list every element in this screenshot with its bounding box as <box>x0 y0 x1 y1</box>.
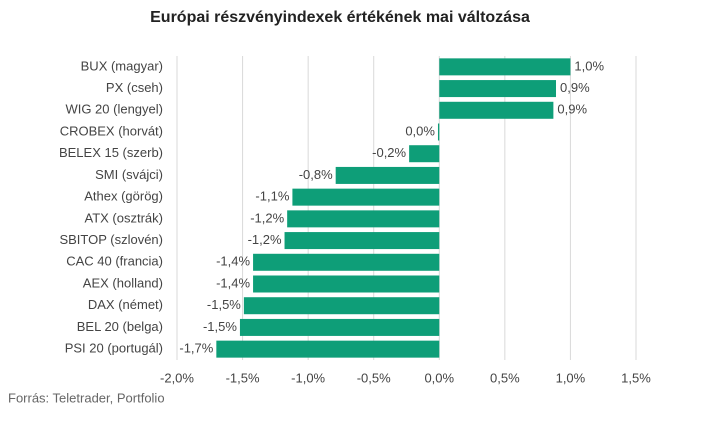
y-tick-label: CROBEX (horvát) <box>60 123 163 138</box>
bar <box>439 101 554 119</box>
y-tick-label: BUX (magyar) <box>81 58 163 73</box>
x-tick-label: 0,5% <box>490 370 520 385</box>
x-tick-label: 0,0% <box>424 370 454 385</box>
bar <box>439 58 571 76</box>
value-label: -0,2% <box>372 145 406 160</box>
bar <box>284 232 440 250</box>
value-label: -1,1% <box>255 189 289 204</box>
source: Forrás: Teletrader, Portfolio <box>8 390 165 405</box>
chart-title: Európai részvényindexek értékének mai vá… <box>150 9 530 26</box>
bar <box>239 318 440 336</box>
x-tick-label: 1,5% <box>621 370 651 385</box>
bar <box>335 166 440 184</box>
value-label: -1,5% <box>203 319 237 334</box>
bar <box>292 188 440 206</box>
y-tick-label: ATX (osztrák) <box>85 210 164 225</box>
y-tick-label: BEL 20 (belga) <box>77 319 163 334</box>
bar <box>287 210 440 228</box>
bar <box>253 253 440 271</box>
y-tick-label: PX (cseh) <box>106 80 163 95</box>
bar <box>409 145 440 163</box>
value-label: -1,2% <box>250 210 284 225</box>
y-tick-label: BELEX 15 (szerb) <box>59 145 163 160</box>
bar <box>216 340 440 358</box>
x-tick-label: -1,5% <box>226 370 260 385</box>
y-tick-label: CAC 40 (francia) <box>66 254 163 269</box>
value-label: -1,4% <box>216 275 250 290</box>
y-tick-label: SMI (svájci) <box>95 167 163 182</box>
y-tick-label: PSI 20 (portugál) <box>65 341 163 356</box>
value-label: -1,4% <box>216 254 250 269</box>
value-label: -0,8% <box>299 167 333 182</box>
value-label: -1,7% <box>179 341 213 356</box>
bar <box>253 275 440 293</box>
y-tick-label: Athex (görög) <box>84 189 163 204</box>
x-tick-label: -1,0% <box>291 370 325 385</box>
y-tick-label: SBITOP (szlovén) <box>59 232 163 247</box>
value-label: -1,2% <box>248 232 282 247</box>
y-tick-label: AEX (holland) <box>83 275 163 290</box>
value-label: 0,0% <box>405 123 435 138</box>
x-tick-label: 1,0% <box>556 370 586 385</box>
x-tick-label: -0,5% <box>357 370 391 385</box>
bar <box>243 297 440 315</box>
x-tick-label: -2,0% <box>160 370 194 385</box>
bar <box>437 123 440 141</box>
value-label: -1,5% <box>207 297 241 312</box>
bar <box>439 80 557 98</box>
y-tick-label: DAX (német) <box>88 297 163 312</box>
value-label: 0,9% <box>557 102 587 117</box>
y-tick-label: WIG 20 (lengyel) <box>65 102 163 117</box>
value-label: 0,9% <box>560 80 590 95</box>
value-label: 1,0% <box>574 58 604 73</box>
